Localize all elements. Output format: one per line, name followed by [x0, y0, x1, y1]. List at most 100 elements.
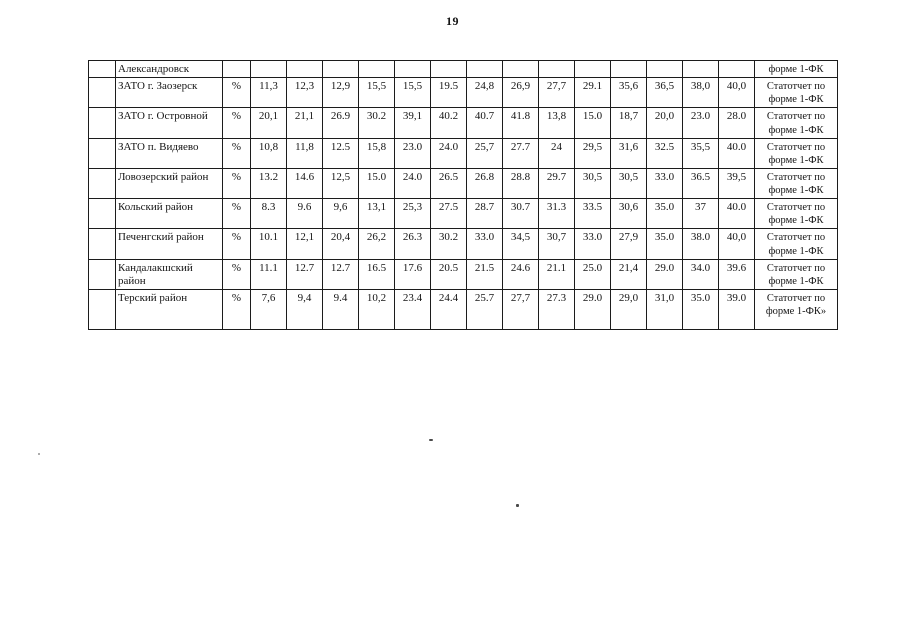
value-cell: 15,8 [358, 137, 395, 169]
value-cell: 10,2 [358, 289, 395, 331]
value-cell: 20,1 [250, 107, 287, 139]
value-cell [322, 59, 359, 79]
value-cell: 25.0 [574, 258, 611, 291]
row-index-cell [88, 137, 116, 169]
unit-cell: % [222, 198, 251, 230]
table-row: Ловозерский район % 13.2 14.6 12,5 15.0 24.0… [88, 167, 838, 200]
row-index-cell [88, 59, 116, 79]
value-cell: 9.4 [322, 289, 359, 331]
value-cell: 28.0 [718, 107, 755, 139]
value-cell: 35,5 [682, 137, 719, 169]
value-cell: 12.7 [322, 258, 359, 291]
value-cell: 17.6 [394, 258, 431, 291]
value-cell: 21.1 [538, 258, 575, 291]
value-cell: 15.0 [358, 167, 395, 200]
value-cell: 39.6 [718, 258, 755, 291]
value-cell: 12,5 [322, 167, 359, 200]
value-cell: 27,7 [502, 289, 539, 331]
value-cell: 29.1 [574, 77, 611, 109]
scan-speck [516, 504, 519, 507]
value-cell: 18,7 [610, 107, 647, 139]
value-cell: 8.3 [250, 198, 287, 230]
value-cell: 27.5 [430, 198, 467, 230]
value-cell: 38,0 [682, 77, 719, 109]
row-index-cell [88, 167, 116, 200]
source-cell: Статотчет по форме 1-ФК [754, 228, 838, 260]
unit-cell: % [222, 289, 251, 331]
value-cell: 7,6 [250, 289, 287, 331]
table-row: Александровск форме 1-ФК [88, 59, 838, 79]
scan-speck [429, 439, 433, 441]
value-cell: 23.0 [394, 137, 431, 169]
source-cell: Статотчет по форме 1-ФК [754, 107, 838, 139]
value-cell: 26.9 [322, 107, 359, 139]
row-index-cell [88, 198, 116, 230]
value-cell: 34.0 [682, 258, 719, 291]
table-row: Кольский район % 8.3 9.6 9,6 13,1 25,3 27.5 28… [88, 198, 838, 230]
district-name-cell: ЗАТО п. Видяево [115, 137, 223, 169]
value-cell: 35.0 [682, 289, 719, 331]
value-cell: 24.0 [430, 137, 467, 169]
value-cell: 23.0 [682, 107, 719, 139]
value-cell: 36.5 [682, 167, 719, 200]
value-cell: 26.3 [394, 228, 431, 260]
value-cell: 13.2 [250, 167, 287, 200]
unit-cell: % [222, 77, 251, 109]
source-cell: Статотчет по форме 1-ФК [754, 137, 838, 169]
value-cell: 9,6 [322, 198, 359, 230]
value-cell: 12,3 [286, 77, 323, 109]
unit-cell [222, 59, 251, 79]
value-cell: 19.5 [430, 77, 467, 109]
value-cell: 30,5 [574, 167, 611, 200]
value-cell: 24.4 [430, 289, 467, 331]
table-row: Терский район % 7,6 9,4 9.4 10,2 23.4 24.4 25.… [88, 289, 838, 331]
value-cell [718, 59, 755, 79]
value-cell: 11,8 [286, 137, 323, 169]
value-cell: 30.2 [430, 228, 467, 260]
value-cell [538, 59, 575, 79]
value-cell: 21.5 [466, 258, 503, 291]
value-cell: 30.7 [502, 198, 539, 230]
value-cell: 13,8 [538, 107, 575, 139]
value-cell: 27.7 [502, 137, 539, 169]
value-cell: 27,9 [610, 228, 647, 260]
value-cell [394, 59, 431, 79]
value-cell: 33.0 [466, 228, 503, 260]
value-cell: 26,9 [502, 77, 539, 109]
value-cell: 41.8 [502, 107, 539, 139]
value-cell: 26,2 [358, 228, 395, 260]
value-cell: 29.7 [538, 167, 575, 200]
value-cell [502, 59, 539, 79]
value-cell: 25,3 [394, 198, 431, 230]
value-cell [358, 59, 395, 79]
value-cell [610, 59, 647, 79]
table-row: Кандалакшский район % 11.1 12.7 12.7 16.5 17… [88, 258, 838, 291]
value-cell: 29.0 [646, 258, 683, 291]
page-number: 19 [446, 14, 459, 28]
table-body: Александровск форме 1-ФК ЗАТО г. Заозерс… [88, 59, 838, 331]
statistics-table: Александровск форме 1-ФК ЗАТО г. Заозерс… [88, 59, 838, 331]
value-cell: 11,3 [250, 77, 287, 109]
value-cell: 32.5 [646, 137, 683, 169]
value-cell: 14.6 [286, 167, 323, 200]
source-cell: Статотчет по форме 1-ФК [754, 167, 838, 200]
value-cell: 25,7 [466, 137, 503, 169]
value-cell: 25.7 [466, 289, 503, 331]
source-cell: Статотчет по форме 1-ФК [754, 77, 838, 109]
district-name-cell: Александровск [115, 59, 223, 79]
value-cell: 16.5 [358, 258, 395, 291]
value-cell: 15,5 [358, 77, 395, 109]
value-cell: 27,7 [538, 77, 575, 109]
value-cell: 28.8 [502, 167, 539, 200]
value-cell: 23.4 [394, 289, 431, 331]
value-cell: 29,5 [574, 137, 611, 169]
value-cell: 21,4 [610, 258, 647, 291]
district-name-cell: Кандалакшский район [115, 258, 223, 291]
value-cell: 9.6 [286, 198, 323, 230]
table-row: ЗАТО г. Заозерск % 11,3 12,3 12,9 15,5 15,5 1… [88, 77, 838, 109]
value-cell: 12.5 [322, 137, 359, 169]
value-cell: 39,1 [394, 107, 431, 139]
value-cell: 30,6 [610, 198, 647, 230]
value-cell: 21,1 [286, 107, 323, 139]
